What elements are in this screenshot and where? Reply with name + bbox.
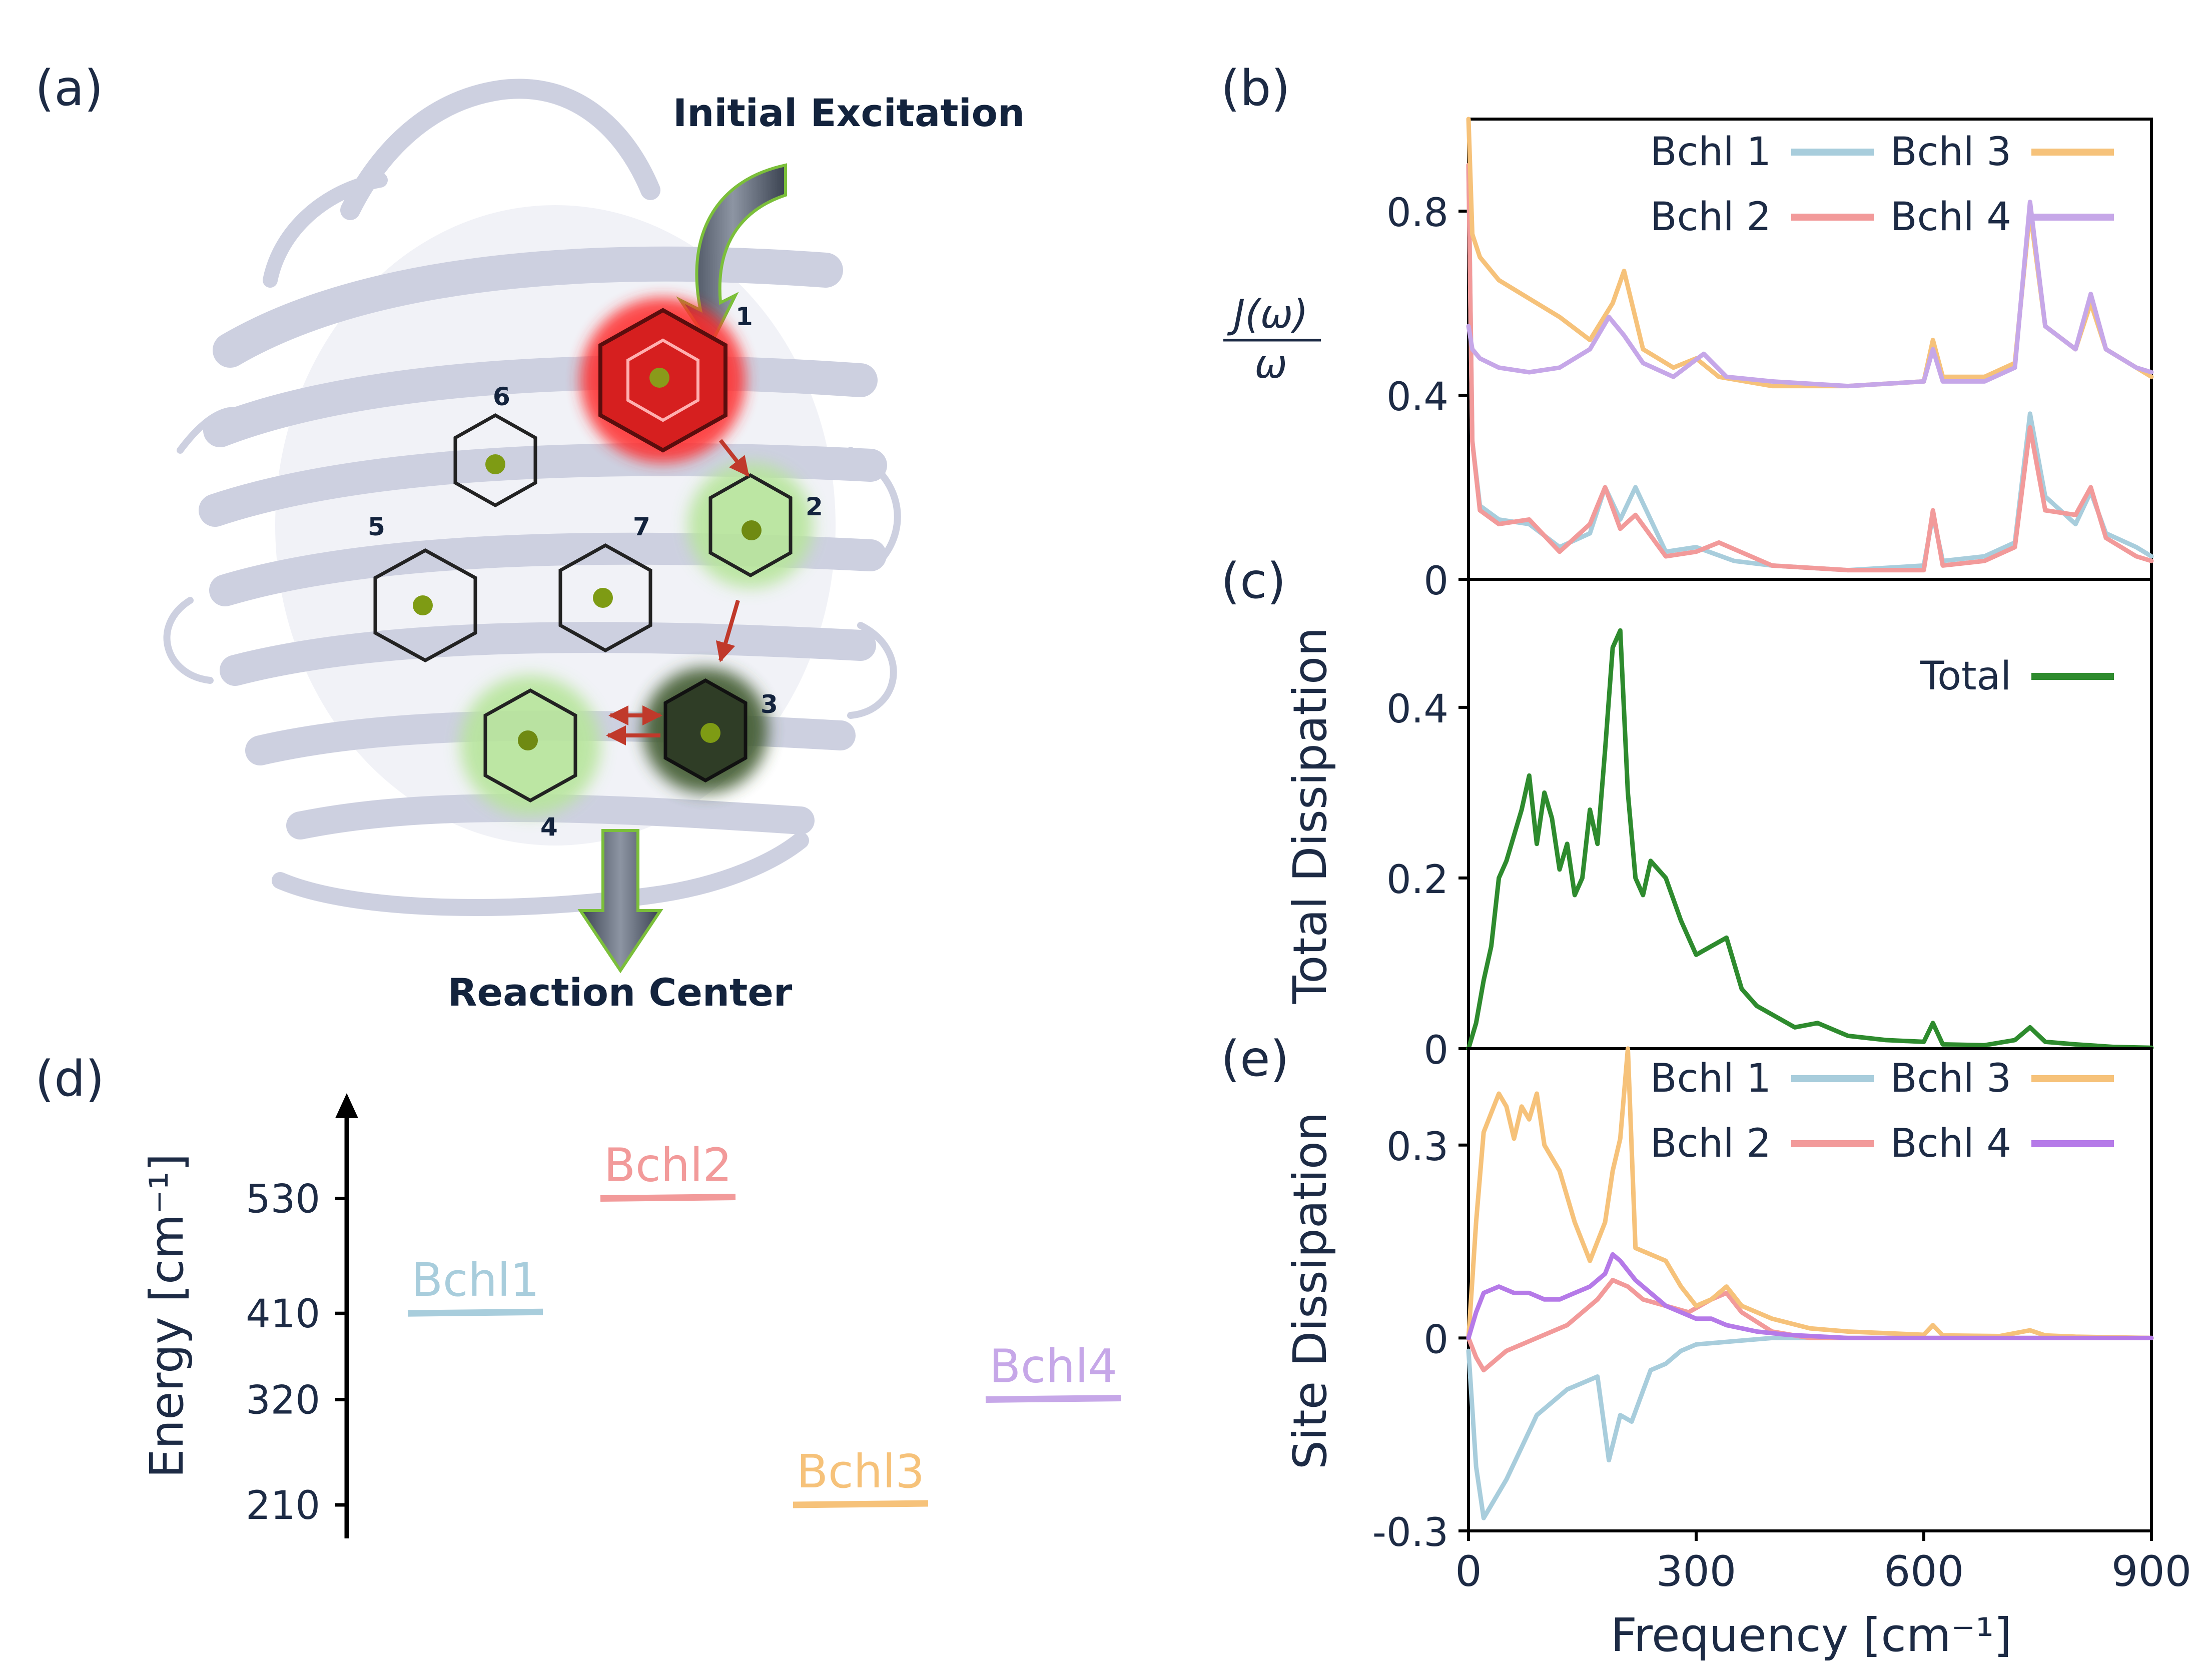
panel-b-ylabel: J(ω) ω bbox=[1223, 292, 1321, 387]
pigment-4: 4 bbox=[460, 675, 600, 842]
legend-label: Bchl 2 bbox=[1650, 1121, 1771, 1166]
legend-label: Bchl 4 bbox=[1890, 195, 2011, 240]
initial-excitation-label: Initial Excitation bbox=[673, 91, 1025, 135]
site-number-2: 2 bbox=[806, 492, 823, 521]
pigment-2: 2 bbox=[688, 463, 823, 588]
pigment-5: 5 bbox=[368, 512, 477, 662]
energy-tick-label: 530 bbox=[246, 1177, 320, 1222]
xtick-label: 300 bbox=[1656, 1547, 1736, 1596]
panel-c-ticks: 0 0.2 0.4 bbox=[1386, 687, 1468, 1073]
series-line-total bbox=[1466, 628, 2154, 1051]
energy-level-label: Bchl2 bbox=[604, 1139, 732, 1192]
ytick-label: 0 bbox=[1423, 559, 1448, 604]
energy-level-label: Bchl3 bbox=[797, 1445, 925, 1498]
series-line-bchl-3 bbox=[1466, 117, 2154, 389]
site-number-5: 5 bbox=[368, 512, 385, 541]
panel-d: (d) 210 320 410 530 Bchl1 Bchl2 Bchl3 Bchl4 En… bbox=[35, 1051, 1121, 1538]
pigment-1: 1 bbox=[580, 298, 753, 463]
energy-ticks: 210 320 410 530 bbox=[246, 1177, 347, 1528]
site-number-6: 6 bbox=[493, 382, 510, 411]
legend-label: Bchl 2 bbox=[1650, 195, 1771, 240]
panel-d-label: (d) bbox=[35, 1051, 105, 1108]
ytick-label: 0.4 bbox=[1386, 375, 1448, 420]
legend-label: Bchl 1 bbox=[1650, 130, 1771, 175]
energy-axis-arrowhead bbox=[335, 1093, 358, 1118]
series-line-bchl-3 bbox=[1466, 1046, 2154, 1340]
ylabel-denominator: ω bbox=[1254, 342, 1287, 387]
panel-e-frame bbox=[1467, 1047, 2153, 1532]
panel-c: (c) 0 0.2 0.4 Total Total Dissipation bbox=[1221, 553, 2154, 1073]
panel-c-ylabel: Total Dissipation bbox=[1283, 627, 1337, 1005]
legend-label: Bchl 3 bbox=[1890, 130, 2011, 175]
site-number-3: 3 bbox=[761, 690, 778, 719]
energy-axis-label: Energy [cm⁻¹] bbox=[140, 1154, 194, 1478]
legend-label: Bchl 4 bbox=[1890, 1121, 2011, 1166]
energy-level-label: Bchl1 bbox=[411, 1253, 539, 1307]
energy-levels: Bchl1 Bchl2 Bchl3 Bchl4 bbox=[407, 1139, 1121, 1508]
panel-e-legend: Bchl 1 Bchl 2 Bchl 3 Bchl 4 bbox=[1650, 1056, 2114, 1166]
energy-level-label: Bchl4 bbox=[989, 1339, 1117, 1393]
site-number-1: 1 bbox=[735, 302, 753, 331]
panel-c-frame bbox=[1467, 578, 2153, 1050]
transfer-arrow-2-3 bbox=[715, 599, 740, 662]
panel-b-series bbox=[1466, 117, 2154, 573]
energy-level-bchl1 bbox=[407, 1308, 543, 1317]
series-line-bchl-1 bbox=[1466, 1335, 2154, 1520]
transfer-arrow-1-2 bbox=[718, 439, 750, 477]
legend-label: Bchl 3 bbox=[1890, 1056, 2011, 1101]
site-number-7: 7 bbox=[633, 512, 650, 541]
series-line-bchl-2 bbox=[1466, 163, 2154, 573]
ylabel-numerator: J(ω) bbox=[1227, 292, 1308, 337]
panel-e-ticks: -0.300.30 300 600 900 bbox=[1372, 1125, 2191, 1596]
reaction-center-label: Reaction Center bbox=[448, 970, 793, 1015]
panel-b: (b) 0 0.4 0.8 Bchl 1 Bchl 2 Bchl 3 Bchl 4 J(ω… bbox=[1221, 60, 2154, 604]
ytick-label: 0.3 bbox=[1386, 1125, 1448, 1170]
panel-e-ylabel: Site Dissipation bbox=[1283, 1112, 1337, 1470]
energy-level-bchl3 bbox=[793, 1500, 929, 1508]
panel-c-label: (c) bbox=[1221, 553, 1286, 610]
panel-c-series bbox=[1466, 628, 2154, 1051]
xtick-label: 600 bbox=[1884, 1547, 1964, 1596]
reaction-center-arrow bbox=[577, 829, 663, 974]
ytick-label: 0 bbox=[1423, 1028, 1448, 1073]
energy-tick-label: 320 bbox=[246, 1378, 320, 1423]
panel-a-label: (a) bbox=[35, 60, 104, 117]
panel-b-ticks: 0 0.4 0.8 bbox=[1386, 191, 1468, 604]
ytick-label: 0.8 bbox=[1386, 191, 1448, 236]
energy-tick-label: 210 bbox=[246, 1483, 320, 1528]
energy-tick-label: 410 bbox=[246, 1292, 320, 1337]
ytick-label: -0.3 bbox=[1372, 1510, 1448, 1555]
pigment-6: 6 bbox=[453, 382, 537, 508]
legend-label: Bchl 1 bbox=[1650, 1056, 1771, 1101]
energy-level-bchl4 bbox=[985, 1394, 1121, 1403]
ytick-label: 0.4 bbox=[1386, 687, 1448, 732]
pigment-3: 3 bbox=[643, 668, 778, 793]
xtick-label: 0 bbox=[1455, 1547, 1482, 1596]
ytick-label: 0 bbox=[1423, 1317, 1448, 1362]
panel-e-xlabel: Frequency [cm⁻¹] bbox=[1611, 1608, 2012, 1662]
panel-b-label: (b) bbox=[1221, 60, 1290, 117]
pigment-7: 7 bbox=[558, 512, 652, 653]
energy-level-bchl2 bbox=[600, 1194, 736, 1202]
ytick-label: 0.2 bbox=[1386, 858, 1448, 903]
panel-c-legend: Total bbox=[1920, 654, 2114, 699]
series-line-bchl-4 bbox=[1466, 1252, 2154, 1340]
panel-e-series bbox=[1466, 1046, 2154, 1520]
legend-label: Total bbox=[1920, 654, 2011, 699]
panel-e-label: (e) bbox=[1221, 1031, 1289, 1088]
panel-b-legend: Bchl 1 Bchl 2 Bchl 3 Bchl 4 bbox=[1650, 130, 2114, 240]
series-line-bchl-4 bbox=[1466, 200, 2154, 389]
transfer-arrows bbox=[606, 439, 750, 745]
panel-a: (a) Initial Excitation bbox=[35, 60, 1025, 1015]
site-number-4: 4 bbox=[540, 812, 558, 842]
xtick-label: 900 bbox=[2111, 1547, 2191, 1596]
